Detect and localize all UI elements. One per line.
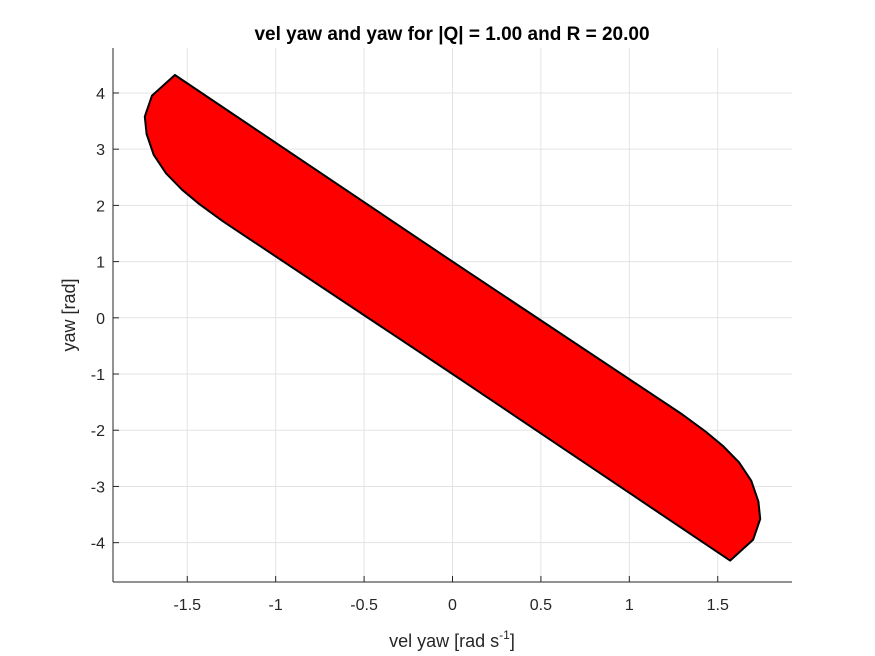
x-axis-label-main: vel yaw [rad s xyxy=(389,631,499,651)
y-tick-label: 2 xyxy=(96,198,105,215)
x-tick-labels: -1.5 -1 -0.5 0 0.5 1 1.5 xyxy=(173,597,728,614)
x-tick-label: 0.5 xyxy=(530,597,552,614)
x-axis-label-end: ] xyxy=(510,631,515,651)
y-axis-label: yaw [rad] xyxy=(59,278,79,351)
y-tick-label: 0 xyxy=(96,311,105,328)
x-axis-label: vel yaw [rad s-1] xyxy=(389,628,515,651)
axes xyxy=(112,48,792,583)
x-tick-label: 0 xyxy=(448,597,457,614)
x-tick-label: -0.5 xyxy=(350,597,378,614)
plot-area xyxy=(143,74,762,562)
x-axis-label-superscript: -1 xyxy=(499,628,510,642)
y-tick-label: 3 xyxy=(96,142,105,159)
filled-region xyxy=(143,74,762,562)
y-tick-label: 4 xyxy=(96,86,105,103)
x-tick-label: -1 xyxy=(269,597,283,614)
x-tick-label: -1.5 xyxy=(173,597,201,614)
y-tick-label: -2 xyxy=(91,423,105,440)
y-tick-label: 1 xyxy=(96,255,105,272)
y-tick-label: -4 xyxy=(91,536,105,553)
y-tick-label: -1 xyxy=(91,367,105,384)
chart-title: vel yaw and yaw for |Q| = 1.00 and R = 2… xyxy=(254,24,649,45)
x-tick-label: 1.5 xyxy=(707,597,729,614)
y-tick-label: -3 xyxy=(91,479,105,496)
y-tick-labels: 4 3 2 1 0 -1 -2 -3 -4 xyxy=(91,86,105,553)
x-tick-label: 1 xyxy=(625,597,634,614)
